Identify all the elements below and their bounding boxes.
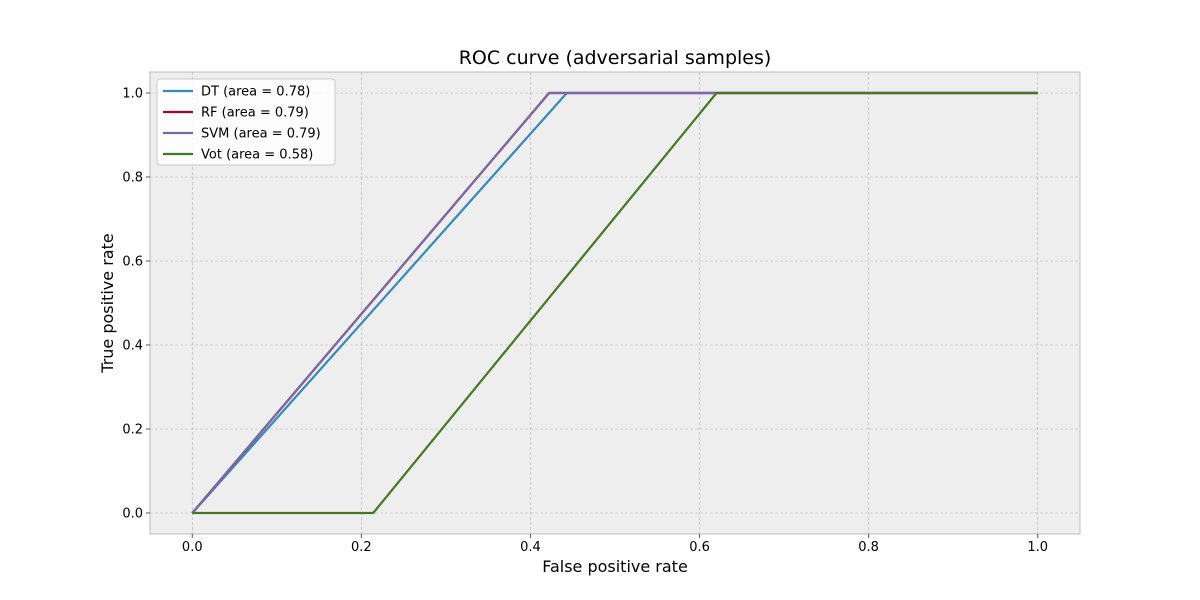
legend-label: DT (area = 0.78) xyxy=(201,85,310,100)
x-tick-label: 0.0 xyxy=(182,540,203,555)
x-tick-label: 0.2 xyxy=(351,540,372,555)
y-tick-label: 0.2 xyxy=(122,423,143,438)
series-lines xyxy=(191,91,1038,515)
x-axis-ticks: 0.0 0.2 0.4 0.6 0.8 1.0 xyxy=(182,534,1048,555)
y-axis-title: True positive rate xyxy=(98,233,117,373)
legend-label: Vot (area = 0.58) xyxy=(201,148,313,163)
y-tick-label: 1.0 xyxy=(122,87,143,102)
legend-label: RF (area = 0.79) xyxy=(201,106,309,121)
legend: DT (area = 0.78) RF (area = 0.79) SVM (are… xyxy=(156,78,336,166)
x-tick-label: 0.8 xyxy=(858,540,879,555)
chart-title: ROC curve (adversarial samples) xyxy=(459,47,772,69)
x-tick-label: 1.0 xyxy=(1027,540,1048,555)
legend-label: SVM (area = 0.79) xyxy=(201,127,321,142)
x-tick-label: 0.6 xyxy=(689,540,710,555)
y-tick-label: 0.6 xyxy=(122,255,143,270)
x-tick-label: 0.4 xyxy=(520,540,541,555)
y-tick-label: 0.4 xyxy=(122,339,143,354)
legend-box xyxy=(156,78,336,166)
y-axis-ticks: 0.0 0.2 0.4 0.6 0.8 1.0 xyxy=(122,87,150,522)
series-line-3 xyxy=(192,91,1038,515)
y-tick-label: 0.0 xyxy=(122,507,143,522)
y-tick-label: 0.8 xyxy=(122,171,143,186)
x-axis-title: False positive rate xyxy=(542,557,688,576)
